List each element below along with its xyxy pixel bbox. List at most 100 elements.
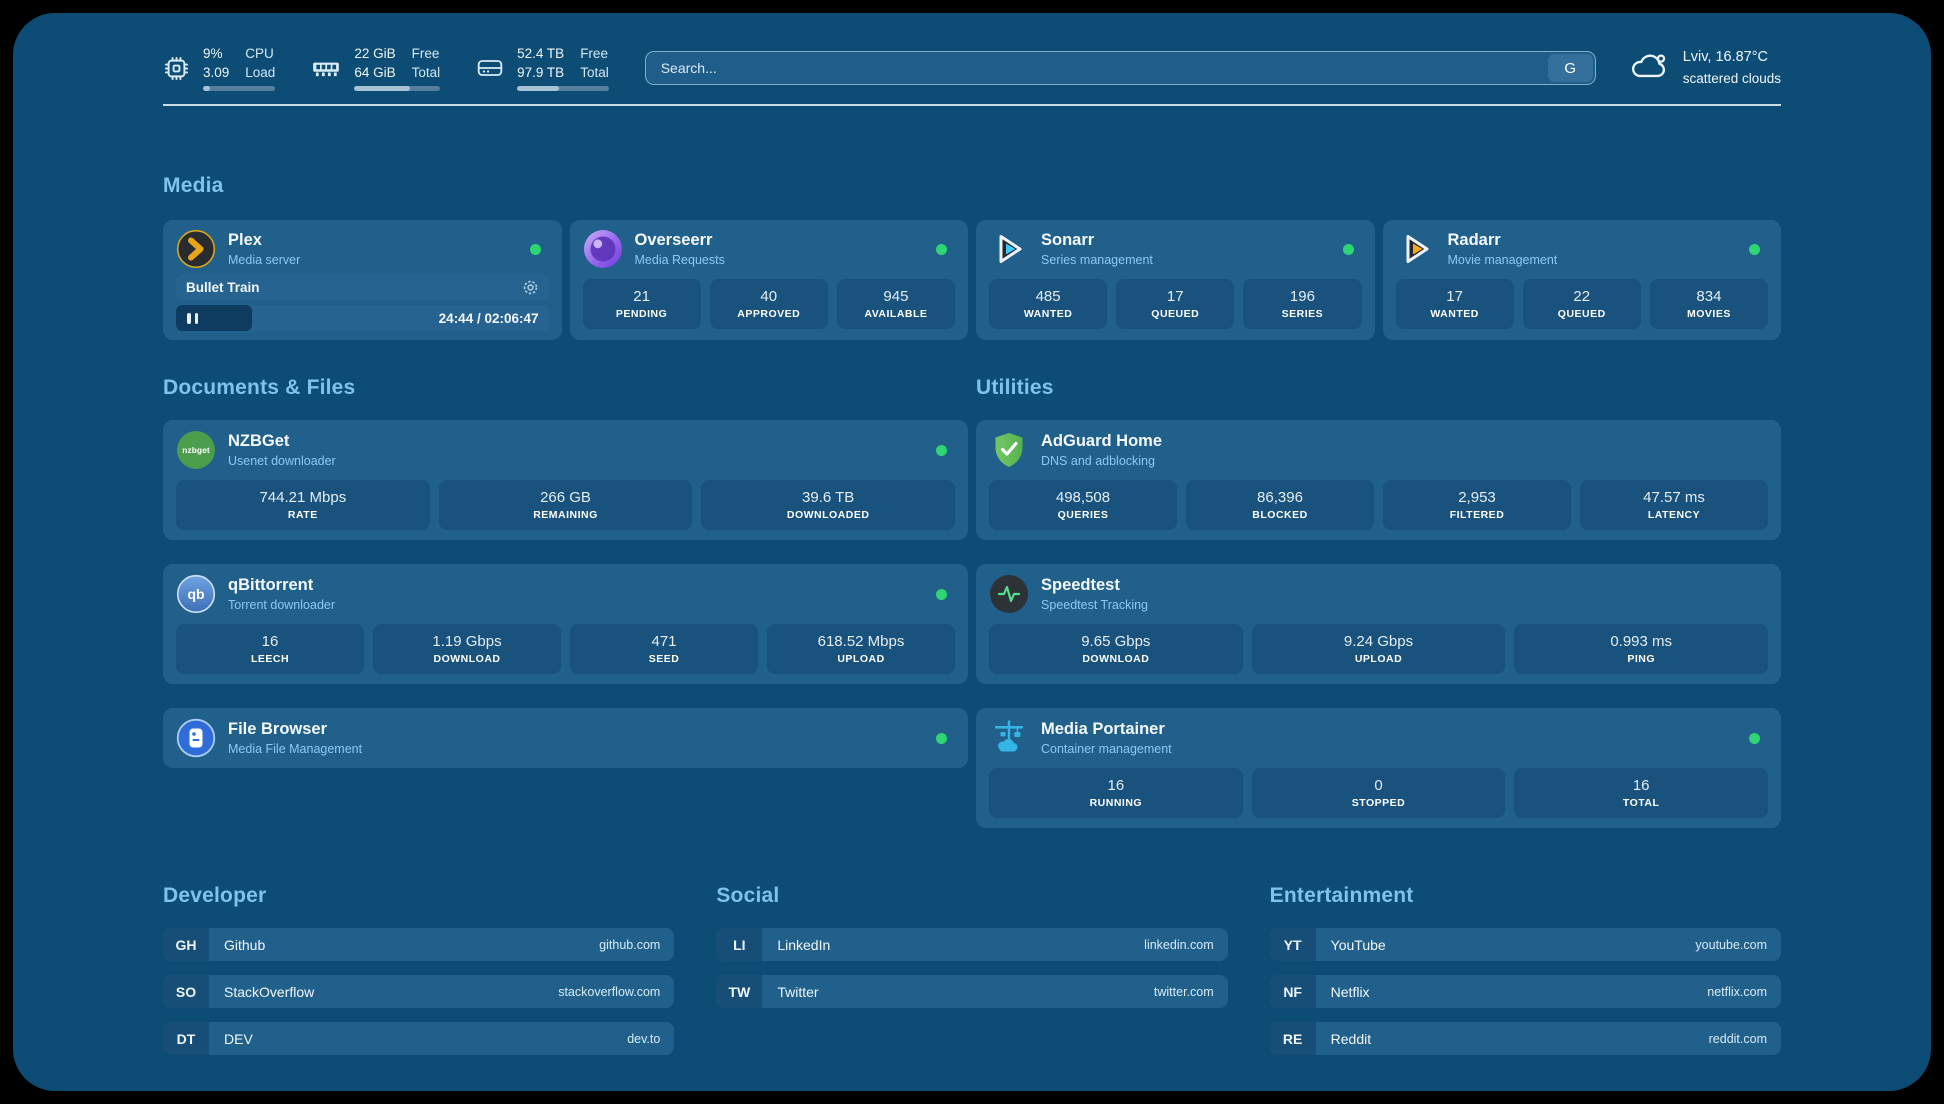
stat-value: 471 — [651, 633, 677, 650]
bookmark-url: linkedin.com — [1144, 937, 1214, 952]
stat-tile: 39.6 TB DOWNLOADED — [701, 480, 956, 530]
search-provider-button[interactable]: G — [1547, 54, 1593, 82]
status-dot — [936, 588, 947, 600]
stat-tile: 16 RUNNING — [989, 768, 1243, 818]
stat-label: QUERIES — [1057, 509, 1109, 521]
bookmark-abbr: RE — [1269, 1022, 1316, 1055]
overseerr-icon — [583, 229, 623, 269]
stat-label: REMAINING — [533, 509, 598, 521]
disk-usage-bar — [517, 85, 609, 91]
section-title-developer: Developer — [163, 884, 267, 907]
bookmark-row-twitter[interactable]: TW Twitter twitter.com — [716, 975, 1228, 1008]
dashboard-window: 9% 3.09 CPU Load — [13, 13, 1931, 1091]
bookmark-url: youtube.com — [1695, 937, 1767, 952]
qbittorrent-card[interactable]: qb qBittorrent Torrent downloader 16 LEE… — [163, 564, 968, 684]
search-input[interactable] — [644, 51, 1596, 85]
stat-label: RATE — [287, 509, 318, 521]
stat-value: 2,953 — [1458, 489, 1496, 506]
bookmark-row-reddit[interactable]: RE Reddit reddit.com — [1269, 1022, 1781, 1055]
bookmark-row-linkedin[interactable]: LI LinkedIn linkedin.com — [716, 928, 1228, 961]
stat-tile: 17 WANTED — [1395, 279, 1514, 329]
filebrowser-card[interactable]: File Browser Media File Management — [163, 708, 968, 768]
stat-tile: 0.993 ms PING — [1514, 624, 1769, 674]
stat-label: TOTAL — [1622, 797, 1660, 809]
nzbget-icon: nzbget — [176, 430, 216, 470]
sonarr-icon — [989, 229, 1029, 269]
bookmark-row-youtube[interactable]: YT YouTube youtube.com — [1269, 928, 1781, 961]
service-name: Radarr — [1447, 231, 1501, 249]
bookmark-abbr: SO — [163, 975, 209, 1008]
adguard-icon — [989, 430, 1029, 470]
memory-icon — [311, 55, 341, 81]
stat-value: 16 — [1632, 777, 1650, 794]
bookmark-abbr: GH — [163, 928, 209, 961]
bookmark-row-stackoverflow[interactable]: SO StackOverflow stackoverflow.com — [163, 975, 675, 1008]
stat-tile: 17 QUEUED — [1116, 279, 1235, 329]
stat-tile: 196 SERIES — [1243, 279, 1362, 329]
now-playing-row: Bullet Train — [176, 274, 549, 300]
stat-value: 0 — [1374, 777, 1383, 794]
stat-value: 485 — [1035, 288, 1061, 305]
stat-tile: 2,953 FILTERED — [1383, 480, 1571, 530]
service-name: Speedtest — [1041, 576, 1120, 594]
plex-icon — [176, 229, 216, 269]
service-desc: Container management — [1041, 742, 1172, 756]
load-label: Load — [245, 64, 276, 80]
stat-label: SEED — [648, 653, 680, 665]
stat-value: 744.21 Mbps — [259, 489, 347, 506]
bookmark-group-developer: Developer GH Github github.com SO StackO… — [163, 884, 675, 1055]
status-dot — [1749, 243, 1760, 255]
radarr-card[interactable]: Radarr Movie management 17 WANTED 22 QUE… — [1382, 220, 1781, 340]
bookmark-name: Netflix — [1330, 983, 1370, 1000]
service-name: qBittorrent — [228, 576, 314, 594]
bookmark-row-github[interactable]: GH Github github.com — [163, 928, 675, 961]
stat-label: AVAILABLE — [864, 308, 928, 320]
status-dot — [936, 732, 947, 744]
bookmark-row-netflix[interactable]: NF Netflix netflix.com — [1269, 975, 1781, 1008]
resource-widgets: 9% 3.09 CPU Load — [163, 45, 609, 91]
plex-card[interactable]: Plex Media server Bullet Train — [163, 220, 562, 340]
stat-label: WANTED — [1430, 308, 1479, 320]
stat-label: RUNNING — [1089, 797, 1143, 809]
stat-tile: 1.19 Gbps DOWNLOAD — [373, 624, 561, 674]
stat-tile: 47.57 ms LATENCY — [1580, 480, 1768, 530]
stat-label: FILTERED — [1449, 509, 1505, 521]
gear-icon[interactable] — [522, 279, 539, 296]
bookmark-group-entertainment: Entertainment YT YouTube youtube.com NF … — [1269, 884, 1781, 1055]
stat-tile: 9.65 Gbps DOWNLOAD — [989, 624, 1243, 674]
portainer-card[interactable]: Media Portainer Container management 16 … — [976, 708, 1781, 828]
now-playing-title: Bullet Train — [186, 279, 260, 295]
qbittorrent-icon: qb — [176, 574, 216, 614]
overseerr-card[interactable]: Overseerr Media Requests 21 PENDING 40 A… — [569, 220, 968, 340]
sonarr-card[interactable]: Sonarr Series management 485 WANTED 17 Q… — [976, 220, 1375, 340]
speedtest-card[interactable]: Speedtest Speedtest Tracking 9.65 Gbps D… — [976, 564, 1781, 684]
service-desc: Media server — [228, 253, 301, 267]
stat-value: 0.993 ms — [1610, 633, 1673, 650]
adguard-card[interactable]: AdGuard Home DNS and adblocking 498,508 … — [976, 420, 1781, 540]
search-form: G — [644, 51, 1596, 85]
cpu-load-value: 3.09 — [203, 64, 230, 80]
bookmark-row-dev[interactable]: DT DEV dev.to — [163, 1022, 675, 1055]
stat-value: 618.52 Mbps — [817, 633, 905, 650]
stat-label: APPROVED — [737, 308, 801, 320]
nzbget-card[interactable]: nzbget NZBGet Usenet downloader 744.21 M… — [163, 420, 968, 540]
stat-label: QUEUED — [1557, 308, 1606, 320]
service-desc: DNS and adblocking — [1041, 454, 1155, 468]
memory-free-label: Free — [411, 46, 440, 62]
pause-button[interactable] — [176, 305, 252, 331]
bookmark-abbr: LI — [716, 928, 763, 961]
service-desc: Series management — [1041, 253, 1153, 267]
disk-free-label: Free — [580, 46, 608, 62]
weather-condition: scattered clouds — [1682, 70, 1781, 86]
bookmark-abbr: DT — [163, 1022, 209, 1055]
stat-tile: 471 SEED — [570, 624, 758, 674]
memory-free-value: 22 GiB — [354, 46, 396, 62]
status-dot — [936, 243, 947, 255]
stat-value: 945 — [883, 288, 909, 305]
stat-tile: 834 MOVIES — [1649, 279, 1769, 329]
status-dot — [529, 243, 541, 255]
stat-tile: 744.21 Mbps RATE — [176, 480, 430, 530]
service-name: AdGuard Home — [1041, 432, 1163, 450]
service-desc: Media Requests — [634, 253, 725, 267]
stat-value: 39.6 TB — [802, 489, 855, 506]
